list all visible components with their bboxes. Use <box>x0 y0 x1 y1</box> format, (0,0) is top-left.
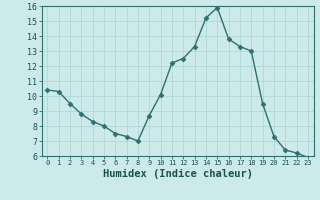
X-axis label: Humidex (Indice chaleur): Humidex (Indice chaleur) <box>103 169 252 179</box>
